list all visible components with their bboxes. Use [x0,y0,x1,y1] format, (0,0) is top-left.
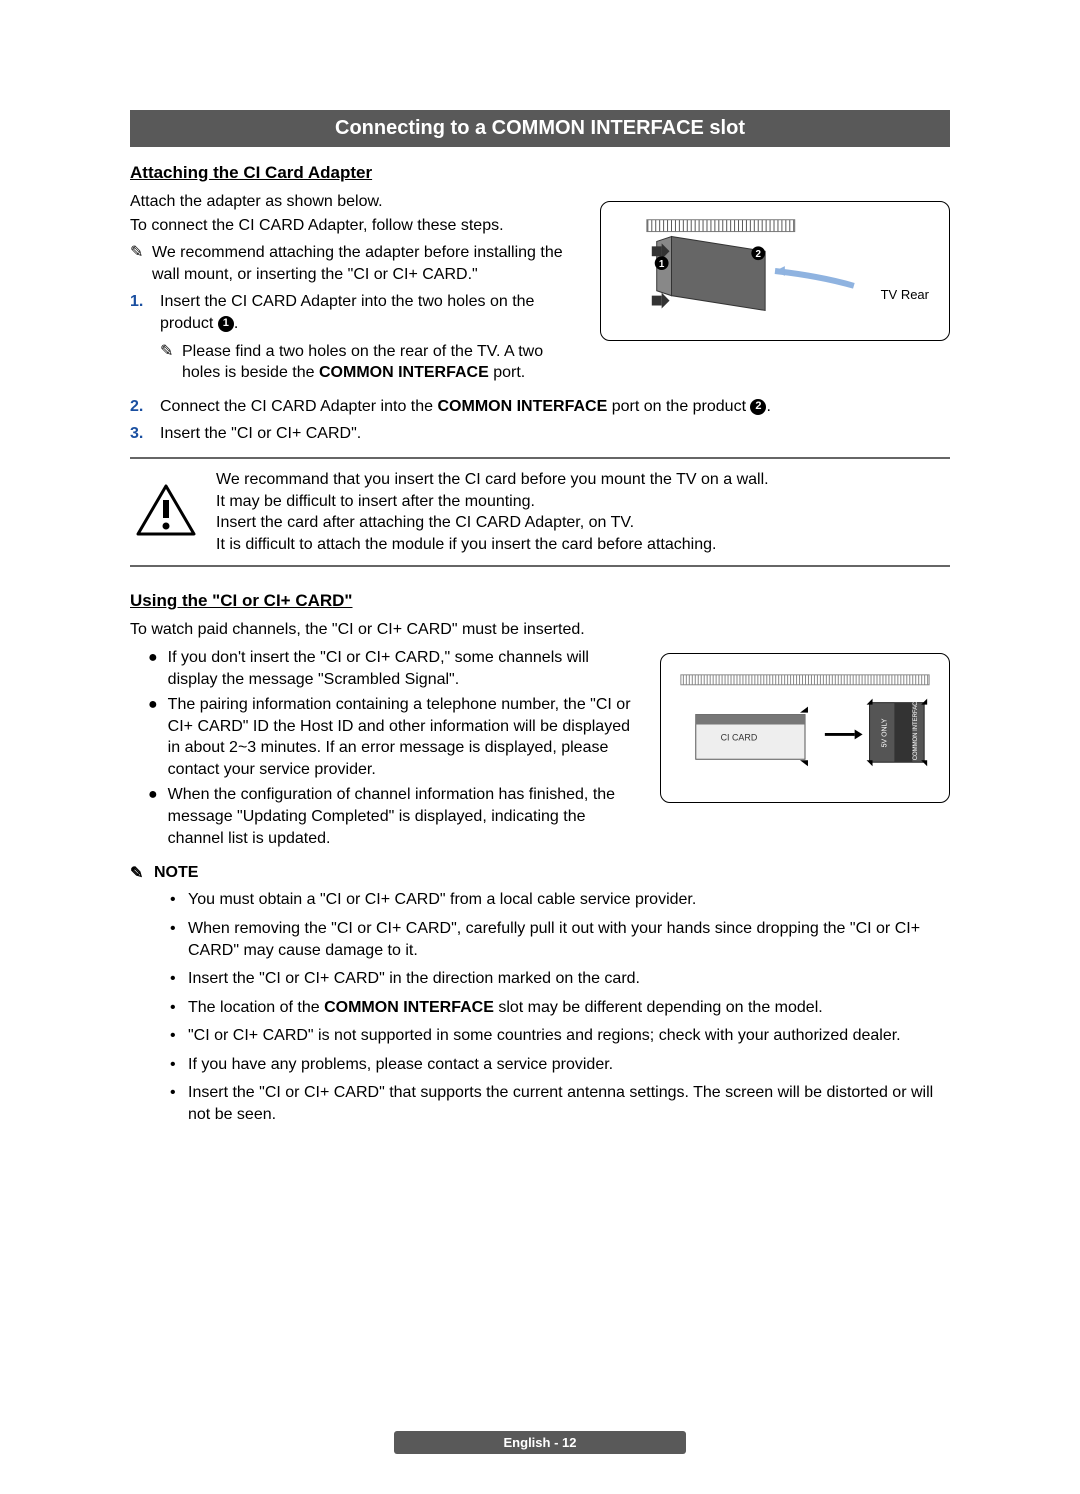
section2-intro: To watch paid channels, the "CI or CI+ C… [130,619,950,641]
step-number: 2. [130,396,152,418]
dash-icon: • [170,997,180,1019]
warning-box: We recommand that you insert the CI card… [130,457,950,567]
dash-icon: • [170,889,180,911]
hand-note-1-text: We recommend attaching the adapter befor… [152,242,580,285]
bullet-text: When the configuration of channel inform… [168,784,640,849]
n4-pre: The location of the [188,999,324,1016]
step-number: 3. [130,423,152,445]
note-text: You must obtain a "CI or CI+ CARD" from … [188,889,950,911]
svg-text:COMMON INTERFACE: COMMON INTERFACE [913,698,919,761]
step-1: 1. Insert the CI CARD Adapter into the t… [130,291,580,334]
figure-tv-rear: 1 2 TV Rear [600,201,950,341]
figure-caption-tv-rear: TV Rear [881,287,929,302]
list-item: ● The pairing information containing a t… [148,694,640,780]
n4-post: slot may be different depending on the m… [494,999,823,1016]
warning-text: We recommand that you insert the CI card… [216,469,769,555]
step-2-text: Connect the CI CARD Adapter into the COM… [160,396,950,418]
step-1-pre: Insert the CI CARD Adapter into the two … [160,293,534,332]
svg-text:1: 1 [659,259,665,270]
note-label: NOTE [154,864,198,882]
subheading-attaching: Attaching the CI Card Adapter [130,163,950,183]
step-3: 3. Insert the "CI or CI+ CARD". [130,423,950,445]
hand-icon: ✎ [160,341,178,363]
list-item: • You must obtain a "CI or CI+ CARD" from… [170,889,950,911]
hand2-bold: COMMON INTERFACE [319,364,489,381]
hand-icon: ✎ [130,863,148,883]
bullet-list: ● If you don't insert the "CI or CI+ CAR… [148,647,640,849]
step-1-suffix: . [234,315,238,332]
intro-line-2: To connect the CI CARD Adapter, follow t… [130,215,580,237]
hand-note-2-text: Please find a two holes on the rear of t… [182,341,580,384]
dash-icon: • [170,1025,180,1047]
ci-card-label: CI CARD [721,733,758,743]
circle-1-icon: 1 [218,316,234,332]
bullet-dot-icon: ● [148,647,158,690]
list-item: •Insert the "CI or CI+ CARD" that suppor… [170,1082,950,1127]
list-item: • The location of the COMMON INTERFACE sl… [170,997,950,1019]
step2-pre: Connect the CI CARD Adapter into the [160,398,437,415]
note-text: The location of the COMMON INTERFACE slo… [188,997,950,1019]
warn-l2: It may be difficult to insert after the … [216,491,769,513]
hand2-post: port. [489,364,525,381]
warn-l4: It is difficult to attach the module if … [216,534,769,556]
list-item: • Insert the "CI or CI+ CARD" in the dire… [170,968,950,990]
list-item: ● If you don't insert the "CI or CI+ CAR… [148,647,640,690]
hand-note-2: ✎ Please find a two holes on the rear of… [160,341,580,384]
svg-text:5V ONLY: 5V ONLY [881,719,888,748]
page-footer: English - 12 [0,1431,1080,1454]
n4-bold: COMMON INTERFACE [324,999,494,1016]
note-text: If you have any problems, please contact… [188,1054,950,1076]
step2-bold: COMMON INTERFACE [437,398,607,415]
section-banner: Connecting to a COMMON INTERFACE slot [130,110,950,147]
note-text: "CI or CI+ CARD" is not supported in som… [188,1025,950,1047]
step-number: 1. [130,291,152,334]
dash-icon: • [170,1054,180,1076]
list-item: • "CI or CI+ CARD" is not supported in so… [170,1025,950,1047]
intro-line-1: Attach the adapter as shown below. [130,191,580,213]
circle-2-icon: 2 [750,399,766,415]
list-item: •When removing the "CI or CI+ CARD", car… [170,918,950,963]
warn-l3: Insert the card after attaching the CI C… [216,512,769,534]
hand-note-1: ✎ We recommend attaching the adapter bef… [130,242,580,285]
dash-icon: • [170,1082,180,1127]
list-item: • If you have any problems, please contac… [170,1054,950,1076]
note-heading: ✎ NOTE [130,863,950,883]
dash-icon: • [170,968,180,990]
bullet-dot-icon: ● [148,694,158,780]
warn-l1: We recommand that you insert the CI card… [216,469,769,491]
bullet-text: If you don't insert the "CI or CI+ CARD,… [168,647,640,690]
step-1-text: Insert the CI CARD Adapter into the two … [160,291,580,334]
hand-icon: ✎ [130,242,148,264]
note-text: Insert the "CI or CI+ CARD" that support… [188,1082,950,1127]
note-list: • You must obtain a "CI or CI+ CARD" from… [170,889,950,1127]
step-2: 2. Connect the CI CARD Adapter into the … [130,396,950,418]
subheading-using: Using the "CI or CI+ CARD" [130,591,950,611]
bullet-text: The pairing information containing a tel… [168,694,640,780]
footer-label: English - 12 [394,1431,687,1454]
warning-icon [136,484,196,541]
note-text: Insert the "CI or CI+ CARD" in the direc… [188,968,950,990]
step-3-text: Insert the "CI or CI+ CARD". [160,423,950,445]
dash-icon: • [170,918,180,963]
bullet-dot-icon: ● [148,784,158,849]
step2-suffix: . [766,398,770,415]
figure-ci-card: 5V ONLY COMMON INTERFACE CI CARD [660,653,950,803]
note-text: When removing the "CI or CI+ CARD", care… [188,918,950,963]
list-item: ● When the configuration of channel info… [148,784,640,849]
svg-text:2: 2 [756,249,762,260]
step2-mid: port on the product [607,398,750,415]
